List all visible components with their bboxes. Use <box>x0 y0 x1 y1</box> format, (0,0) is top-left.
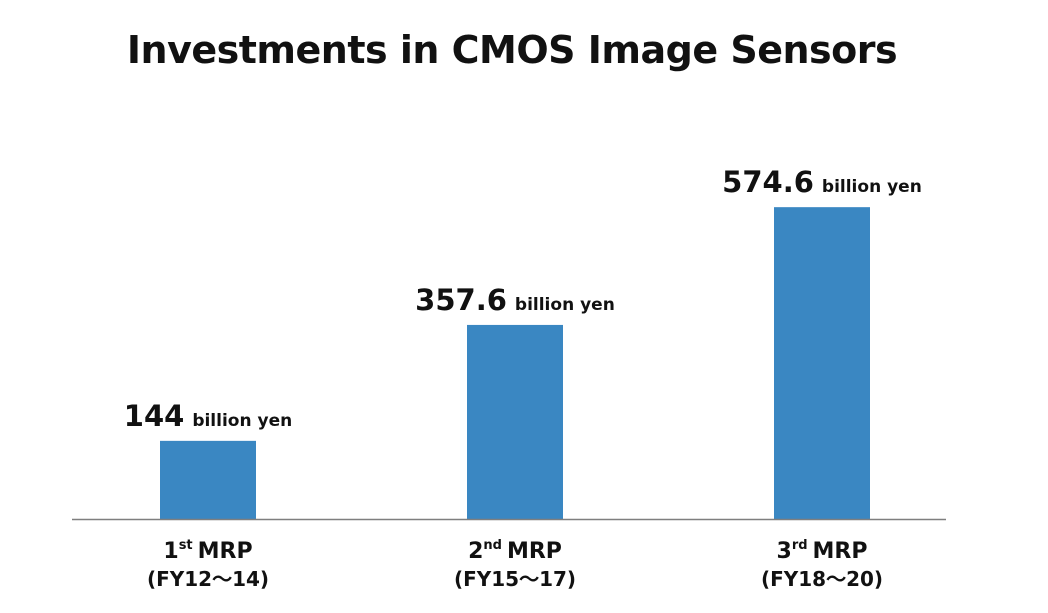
category-number: 3 <box>777 539 792 564</box>
value-unit: billion yen <box>822 177 922 197</box>
value-number: 574.6 <box>722 165 814 199</box>
value-number: 144 <box>124 399 185 433</box>
category-suffix: rd <box>792 538 808 553</box>
bar-3 <box>774 207 870 519</box>
category-number: 2 <box>468 539 483 564</box>
category-period-2: (FY15～17) <box>454 567 576 591</box>
category-suffix: st <box>179 538 193 553</box>
category-number: 1 <box>163 539 178 564</box>
category-suffix: nd <box>483 538 502 553</box>
value-number: 357.6 <box>415 283 507 317</box>
category-period-1: (FY12～14) <box>147 567 269 591</box>
category-label-1: 1st MRP <box>163 538 252 564</box>
category-label-3: 3rd MRP <box>777 538 868 564</box>
category-name: MRP <box>813 539 868 564</box>
category-name: MRP <box>198 539 253 564</box>
bar-1 <box>160 440 256 519</box>
value-unit: billion yen <box>515 295 615 315</box>
value-label-2: 357.6 billion yen <box>415 283 615 317</box>
category-name: MRP <box>507 539 562 564</box>
category-period-3: (FY18～20) <box>761 567 883 591</box>
chart-title: Investments in CMOS Image Sensors <box>126 28 898 72</box>
value-label-1: 144 billion yen <box>124 399 292 433</box>
category-label-2: 2nd MRP <box>468 538 562 564</box>
bar-2 <box>467 324 563 519</box>
value-unit: billion yen <box>192 411 292 431</box>
value-label-3: 574.6 billion yen <box>722 165 922 199</box>
